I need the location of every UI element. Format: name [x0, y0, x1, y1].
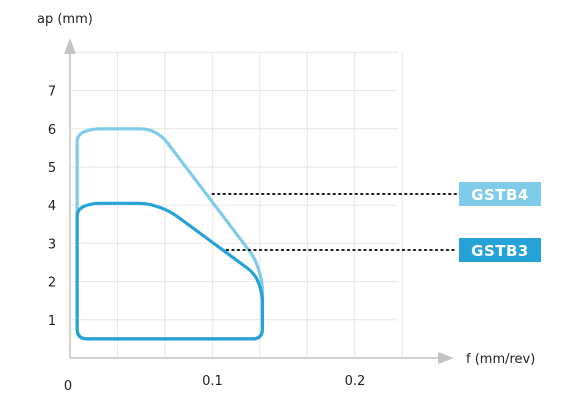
grid [70, 51, 403, 358]
y-tick-label: 2 [48, 276, 56, 291]
y-tick-label: 7 [48, 85, 56, 100]
series-labels: GSTB4 GSTB3 [211, 182, 541, 262]
series-outline-gstb4 [75, 127, 264, 341]
series-group [75, 127, 264, 341]
series-badge-label: GSTB3 [471, 242, 529, 260]
series-badge-gstb4 [459, 182, 541, 206]
x-tick-label: 0 [64, 379, 72, 393]
y-axis-label: ap (mm) [37, 12, 93, 27]
tick-labels: 1 2 3 4 5 6 7 0 0.1 0.2 [48, 85, 365, 393]
x-tick-label: 0.2 [345, 374, 366, 389]
y-tick-label: 1 [48, 314, 56, 329]
y-tick-label: 6 [48, 123, 56, 138]
series-badge-label: GSTB4 [471, 186, 529, 204]
y-tick-label: 3 [48, 237, 56, 252]
y-tick-label: 4 [48, 199, 56, 214]
x-axis-arrow [438, 352, 454, 364]
y-tick-label: 5 [48, 161, 56, 176]
series-badge-gstb3 [459, 238, 541, 262]
x-axis-label: f (mm/rev) [466, 352, 535, 367]
series-outline-gstb3 [75, 201, 264, 341]
axes: ap (mm) f (mm/rev) [37, 12, 535, 367]
y-axis-arrow [64, 38, 76, 54]
x-tick-label: 0.1 [202, 374, 223, 389]
